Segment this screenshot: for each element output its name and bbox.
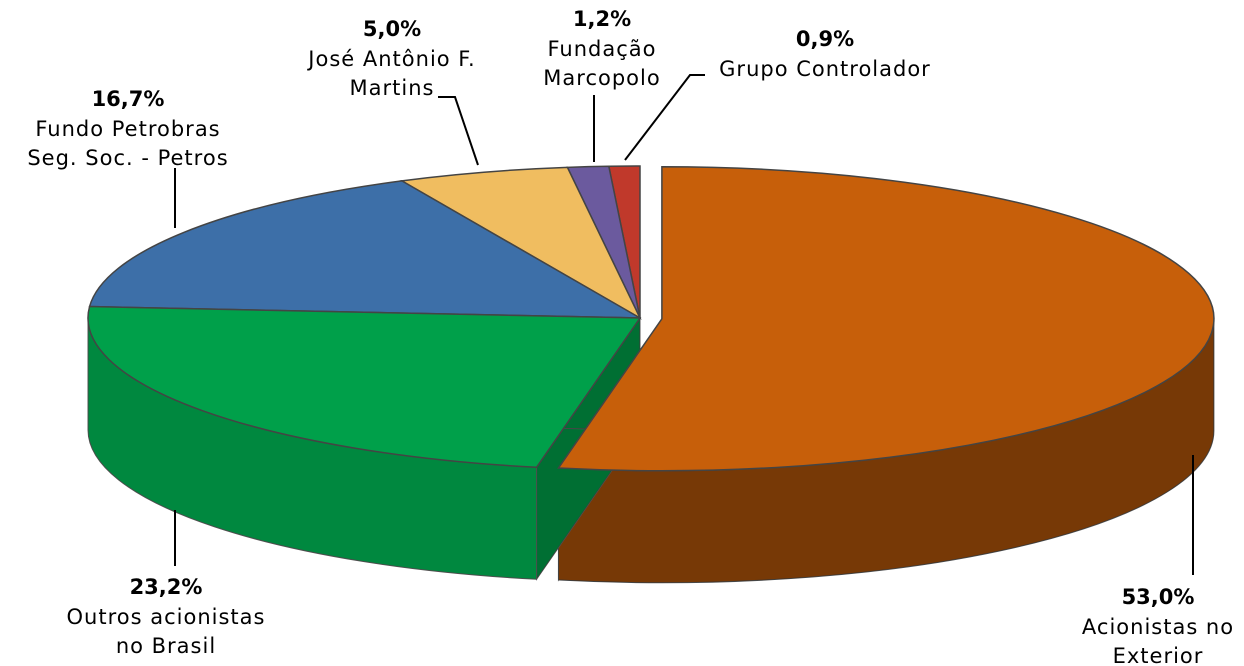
data-label: 0,9% — [796, 27, 854, 51]
data-label: 1,2% — [573, 7, 631, 31]
category-label: Grupo Controlador — [719, 57, 931, 81]
slice-side-shade — [88, 318, 537, 580]
category-label: Exterior — [1113, 644, 1204, 666]
slice — [399, 166, 642, 320]
data-label: 16,7% — [92, 87, 165, 111]
slice — [88, 180, 641, 319]
data-label: 23,2% — [130, 575, 203, 599]
category-label: Fundo Petrobras — [35, 117, 220, 141]
category-label: Marcopolo — [543, 66, 660, 90]
category-label: Seg. Soc. - Petros — [27, 146, 228, 170]
category-label: no Brasil — [116, 634, 216, 658]
category-label: Outros acionistas — [67, 605, 266, 629]
category-label: José Antônio F. — [306, 47, 475, 71]
data-label: 53,0% — [1122, 585, 1195, 609]
slice — [87, 305, 642, 469]
category-label: Fundação — [547, 37, 656, 61]
category-label: Acionistas no — [1082, 615, 1234, 639]
leader-line — [438, 96, 479, 166]
slice — [557, 166, 1215, 472]
data-label: 5,0% — [363, 17, 421, 41]
slice-side-shade — [558, 318, 1214, 583]
leader-line — [624, 74, 705, 161]
category-label: Martins — [350, 76, 435, 100]
